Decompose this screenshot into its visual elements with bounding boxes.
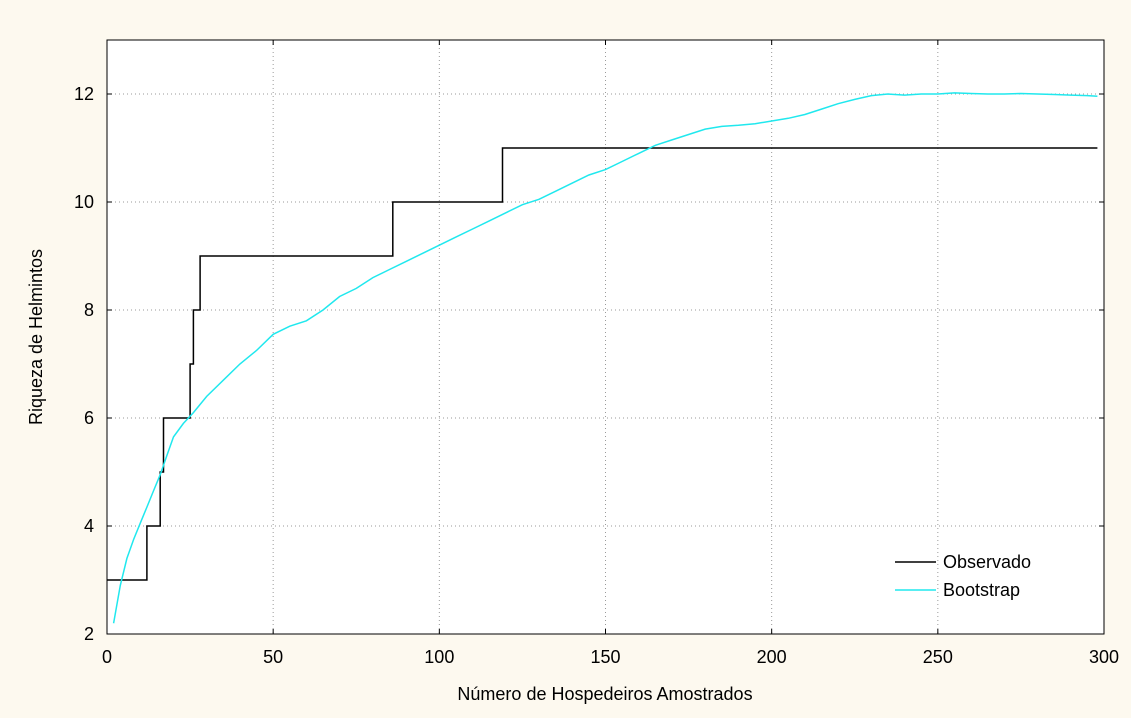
series-line-bootstrap [112, 92, 1098, 624]
x-tick-label: 200 [757, 647, 787, 667]
x-tick-label: 150 [590, 647, 620, 667]
grid-layer [107, 40, 1104, 634]
y-tick-label: 6 [84, 408, 94, 428]
y-tick-label: 8 [84, 300, 94, 320]
x-tick-label: 50 [263, 647, 283, 667]
y-tick-label: 10 [74, 192, 94, 212]
tick-layer: 0 50 100 150 200 250 300 2 4 6 8 10 12 [74, 40, 1119, 667]
series-layer [107, 92, 1098, 624]
y-axis-label: Riqueza de Helmintos [26, 249, 46, 425]
series-line-observado [107, 147, 1098, 581]
x-axis-label: Número de Hospedeiros Amostrados [457, 684, 752, 704]
legend-label-bootstrap: Bootstrap [943, 580, 1020, 600]
y-tick-label: 12 [74, 84, 94, 104]
y-tick-label: 4 [84, 516, 94, 536]
legend-label-observado: Observado [943, 552, 1031, 572]
x-tick-label: 250 [923, 647, 953, 667]
x-tick-label: 300 [1089, 647, 1119, 667]
x-tick-label: 0 [102, 647, 112, 667]
x-tick-label: 100 [424, 647, 454, 667]
y-tick-label: 2 [84, 624, 94, 644]
legend: Observado Bootstrap [895, 552, 1031, 600]
